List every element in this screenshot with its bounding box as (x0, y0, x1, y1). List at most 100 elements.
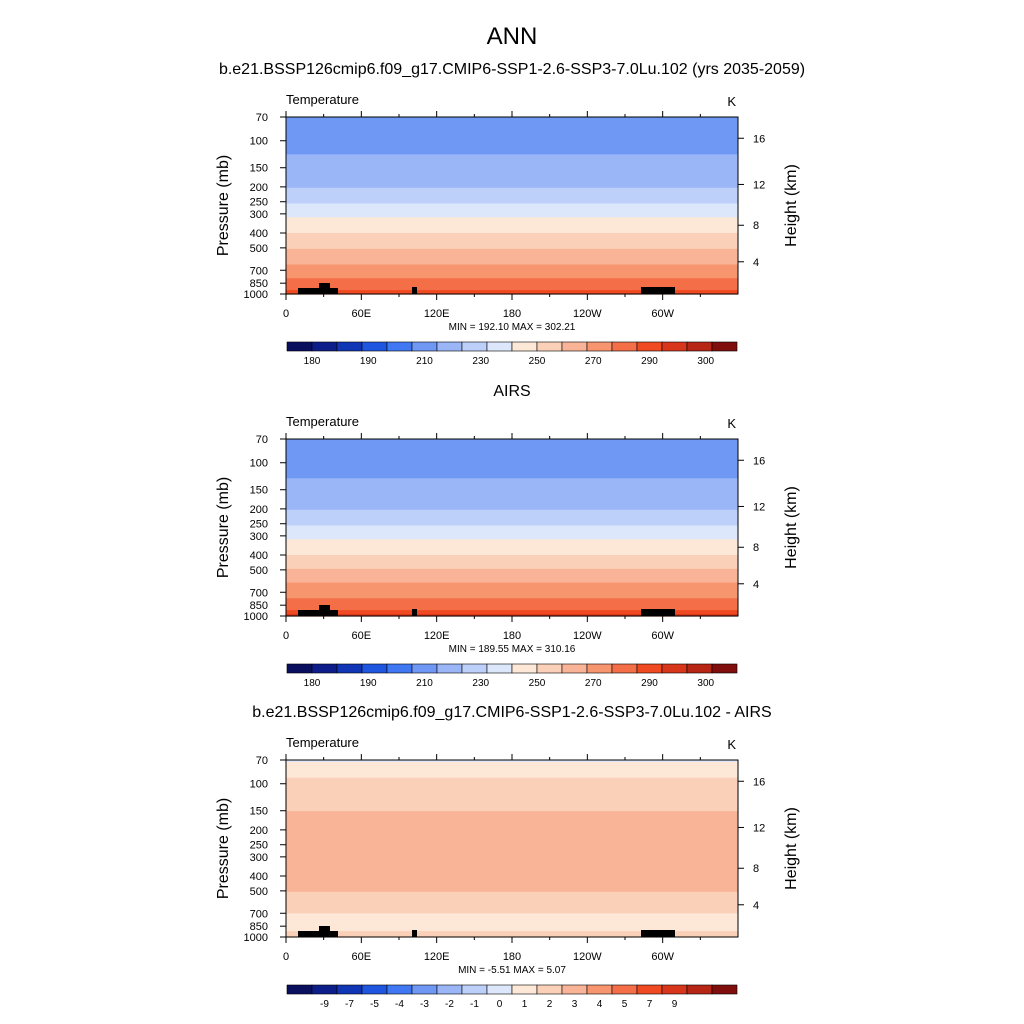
contour-band (286, 501, 738, 505)
contour-band (286, 596, 738, 599)
x-tick-label: 60E (352, 951, 372, 963)
contour-band (286, 233, 738, 236)
colorbar-cell (386, 984, 413, 995)
contour-band (286, 537, 738, 540)
contour-band (286, 199, 738, 203)
contour-band (286, 862, 738, 865)
contour-band (286, 260, 738, 264)
y-tick-label: 200 (250, 182, 268, 194)
y2-axis-label: Height (km) (783, 807, 800, 890)
contour-band (286, 272, 738, 275)
y-tick-label: 400 (250, 228, 268, 240)
colorbar-cell (561, 663, 588, 674)
contour-band (286, 231, 738, 234)
colorbar-label: 1 (522, 999, 528, 1010)
contour-band (286, 543, 738, 546)
colorbar-cell (436, 341, 463, 352)
contour-band (286, 197, 738, 201)
colorbar-cell (461, 984, 488, 995)
y2-tick-label: 8 (753, 542, 759, 554)
y-tick-label: 400 (250, 550, 268, 562)
y-tick-label: 300 (250, 531, 268, 543)
contour-band (286, 933, 738, 936)
contour-band (286, 195, 738, 199)
colorbar-label: 230 (472, 678, 489, 689)
y-tick-label: 250 (250, 197, 268, 209)
contour-band (286, 925, 738, 928)
contour-band (286, 492, 738, 495)
land-mask (412, 609, 417, 616)
colorbar-cell (636, 663, 663, 674)
contour-band (286, 838, 738, 842)
colorbar-label: 180 (304, 678, 321, 689)
contour-band (286, 568, 738, 572)
contour-band (286, 162, 738, 165)
contour-band (286, 531, 738, 534)
contour-band (286, 472, 738, 475)
colorbar-label: 2 (547, 999, 553, 1010)
contour-band (286, 282, 738, 285)
contour-band (286, 836, 738, 840)
contour-band (286, 278, 738, 281)
contour-band (286, 503, 738, 507)
contour-band (286, 189, 738, 193)
contour-band (286, 586, 738, 590)
y-tick-label: 700 (250, 265, 268, 277)
contour-band (286, 553, 738, 556)
y2-tick-label: 8 (753, 863, 759, 875)
contour-band (286, 172, 738, 175)
units-label: K (727, 94, 736, 109)
contour-band (286, 801, 738, 804)
contour-band (286, 783, 738, 787)
contour-band (286, 480, 738, 483)
contour-band (286, 598, 738, 601)
contour-band (286, 258, 738, 262)
colorbar-cell (611, 663, 638, 674)
x-tick-label: 120W (573, 951, 602, 963)
contour-band (286, 889, 738, 893)
colorbar-label: 300 (697, 356, 714, 367)
contour-band (286, 138, 738, 142)
colorbar-label: 270 (585, 356, 602, 367)
colorbar-cell (486, 341, 513, 352)
panel-title: AIRS (493, 383, 530, 400)
contour-band (286, 134, 738, 138)
x-tick-label: 60E (352, 630, 372, 642)
contour-band (286, 931, 738, 934)
contour-band (286, 557, 738, 560)
colorbar-cell (636, 341, 663, 352)
y-tick-label: 200 (250, 825, 268, 837)
contour-band (286, 826, 738, 830)
y-tick-label: 700 (250, 908, 268, 920)
contour-band (286, 777, 738, 781)
contour-band (286, 440, 738, 444)
contour-band (286, 840, 738, 844)
colorbar-label: -1 (470, 999, 479, 1010)
contour-band (286, 558, 738, 562)
x-tick-label: 60W (651, 951, 674, 963)
contour-band (286, 130, 738, 134)
panels: b.e21.BSSP126cmip6.f09_g17.CMIP6-SSP1-2.… (215, 61, 805, 1010)
contour-band (286, 604, 738, 607)
contour-band (286, 168, 738, 171)
contour-band (286, 496, 738, 499)
y-tick-label: 500 (250, 243, 268, 255)
contour-band (286, 893, 738, 897)
contour-band (286, 466, 738, 470)
colorbar-cell (436, 984, 463, 995)
colorbar-label: 230 (472, 356, 489, 367)
contour-band (286, 211, 738, 214)
colorbar-cell (586, 341, 613, 352)
contour-band (286, 547, 738, 550)
contour-band (286, 248, 738, 252)
x-tick-label: 180 (503, 308, 521, 320)
y2-tick-label: 4 (753, 257, 759, 269)
colorbar-cell (336, 341, 363, 352)
contour-band (286, 560, 738, 564)
colorbar-cell (511, 341, 538, 352)
contour-band (286, 775, 738, 779)
contour-band (286, 150, 738, 153)
contour-band (286, 602, 738, 605)
colorbar-cell (586, 984, 613, 995)
